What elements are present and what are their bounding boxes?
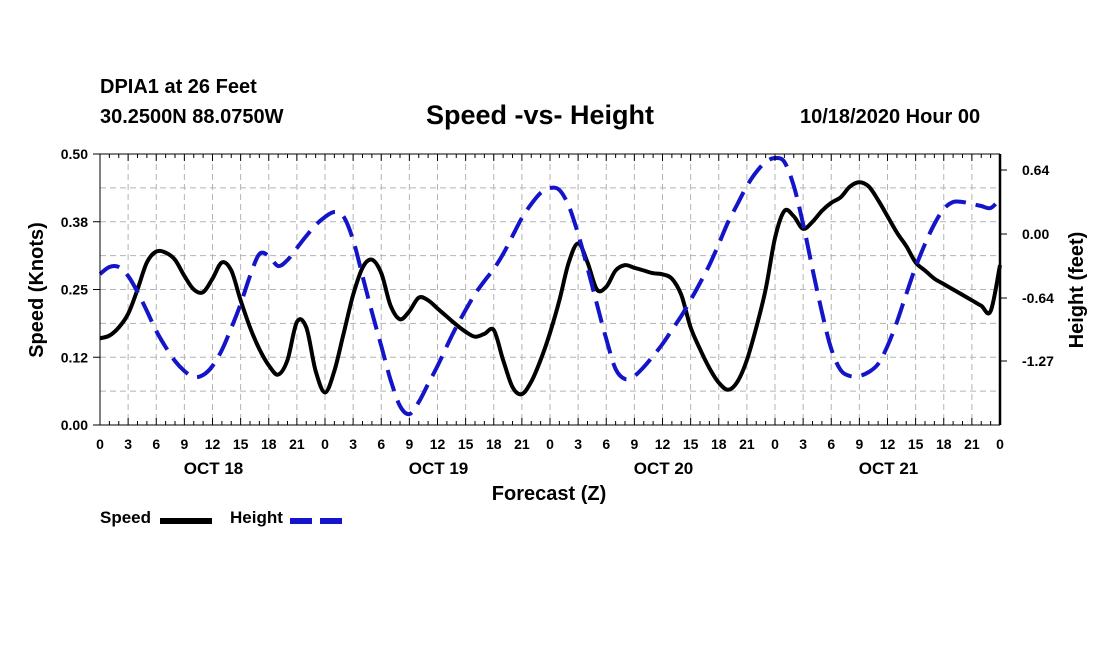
right-y-axis-label: Height (feet): [1066, 232, 1088, 349]
day-label: OCT 20: [634, 459, 694, 478]
x-tick-label: 18: [936, 436, 952, 452]
station-coordinates: 30.2500N 88.0750W: [100, 106, 284, 128]
x-tick-label: 15: [458, 436, 474, 452]
x-tick-label: 12: [205, 436, 221, 452]
y2-tick-label: 0.00: [1022, 226, 1049, 242]
y-tick-label: 0.00: [61, 417, 88, 433]
x-tick-label: 9: [630, 436, 638, 452]
x-tick-label: 0: [996, 436, 1004, 452]
day-label: OCT 18: [184, 459, 244, 478]
y-tick-label: 0.12: [61, 349, 88, 365]
legend-height-swatch: [290, 518, 342, 524]
x-tick-label: 3: [124, 436, 132, 452]
x-tick-label: 0: [321, 436, 329, 452]
x-tick-label: 3: [349, 436, 357, 452]
speed-series-line: [99, 180, 1002, 397]
day-label: OCT 19: [409, 459, 469, 478]
y-tick-label: 0.50: [61, 146, 88, 162]
y2-tick-label: -0.64: [1022, 290, 1054, 306]
grid-lines: [100, 154, 1000, 425]
x-tick-label: 3: [574, 436, 582, 452]
x-axis-ticks: 0 3 6 9 12 15 18 21 0 3 6 9 12 15 18 21 0 3 6 9 12 15 18 21 0 3 6 9…: [96, 154, 1004, 452]
x-tick-label: 15: [683, 436, 699, 452]
forecast-run-time: 10/18/2020 Hour 00: [800, 106, 981, 128]
day-label: OCT 21: [859, 459, 919, 478]
x-tick-label: 0: [771, 436, 779, 452]
legend-height-label: Height: [230, 508, 283, 527]
x-tick-label: 12: [880, 436, 896, 452]
y-tick-label: 0.38: [61, 214, 88, 230]
x-tick-label: 6: [377, 436, 385, 452]
legend-speed-label: Speed: [100, 508, 152, 527]
x-tick-label: 18: [486, 436, 502, 452]
legend-speed-swatch: [160, 518, 212, 524]
x-tick-label: 9: [405, 436, 413, 452]
x-tick-label: 6: [827, 436, 835, 452]
x-tick-label: 15: [233, 436, 249, 452]
x-tick-label: 9: [855, 436, 863, 452]
y-tick-label: 0.25: [61, 282, 88, 298]
x-tick-label: 18: [261, 436, 277, 452]
left-y-axis-label: Speed (Knots): [26, 222, 48, 358]
x-tick-label: 3: [799, 436, 807, 452]
right-y-axis-ticks: 0.64 0.00 -0.64 -1.27: [1000, 162, 1054, 369]
x-tick-label: 21: [739, 436, 755, 452]
x-tick-label: 0: [546, 436, 554, 452]
y2-tick-label: -1.27: [1022, 353, 1054, 369]
y2-tick-label: 0.64: [1022, 162, 1049, 178]
x-tick-label: 12: [655, 436, 671, 452]
x-tick-label: 6: [152, 436, 160, 452]
x-tick-label: 0: [96, 436, 104, 452]
x-tick-label: 6: [602, 436, 610, 452]
x-tick-label: 15: [908, 436, 924, 452]
series-lines: [98, 155, 1002, 417]
x-tick-label: 21: [964, 436, 980, 452]
chart-title: Speed -vs- Height: [426, 100, 655, 130]
x-tick-label: 21: [289, 436, 305, 452]
station-label: DPIA1 at 26 Feet: [100, 76, 257, 98]
left-y-axis-ticks: 0.00 0.12 0.25 0.38 0.50: [61, 146, 100, 433]
x-tick-label: 18: [711, 436, 727, 452]
x-tick-label: 12: [430, 436, 446, 452]
day-labels: OCT 18 OCT 19 OCT 20 OCT 21: [184, 459, 919, 478]
x-tick-label: 9: [180, 436, 188, 452]
height-series-line: [98, 155, 1002, 417]
x-tick-label: 21: [514, 436, 530, 452]
x-axis-label: Forecast (Z): [492, 483, 606, 505]
